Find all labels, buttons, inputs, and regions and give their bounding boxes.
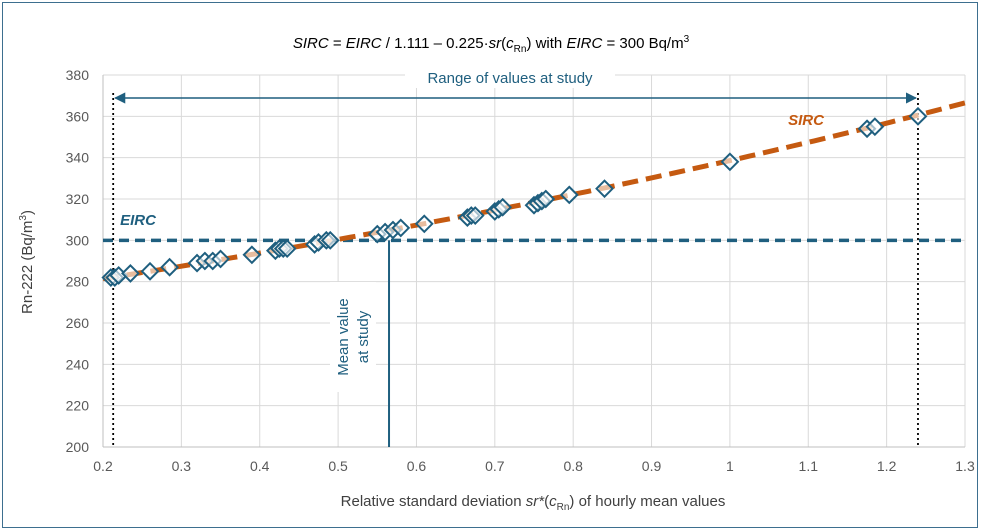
data-point-diamond [536,189,556,209]
xlabel-part-d: c [549,493,557,510]
y-axis-title: Rn-222 (Bq/m3) [18,210,36,314]
reference-lines [103,92,965,447]
title-eirc-2: EIRC [566,35,602,52]
xlabel-part-b: sr* [526,493,545,510]
mean-label-line1: Mean value [335,298,352,376]
mean-label-group: Mean value at study [330,282,376,392]
title-sirc: SIRC [293,35,329,52]
data-point-diamond [493,197,513,217]
data-point-diamond [414,214,434,234]
title-unit: = 300 Bq/m [602,35,683,52]
mean-label-background [330,282,376,392]
x-tick-label: 1 [726,458,734,474]
data-point-diamond [242,245,262,265]
data-point-diamond [595,179,614,199]
x-tick-label: 0.3 [172,458,192,474]
mean-label-line2: at study [355,310,372,363]
x-tick-label: 1.2 [877,458,897,474]
data-point-diamond [160,257,180,277]
chart-title: SIRC = EIRC / 1.111 – 0.225·sr(cRn) with… [293,34,690,55]
y-tick-label: 220 [66,398,90,414]
axes [102,75,965,448]
y-tick-label: 300 [66,232,90,248]
data-point-diamond [865,117,885,137]
xlabel-part-f: ) of hourly mean values [569,493,725,510]
grid-lines [102,74,966,448]
data-point-diamond [277,239,297,259]
eirc-label: EIRC [120,212,157,229]
x-tick-label: 0.9 [642,458,662,474]
ylabel-part-b: 3 [18,215,29,221]
title-paren-open: ( [501,35,506,52]
x-tick-label: 0.7 [485,458,505,474]
x-axis-title: Relative standard deviation sr*(cRn) of … [341,493,726,513]
title-eq: = [329,35,346,52]
data-point-diamond [559,185,579,205]
x-tick-label: 1.3 [955,458,975,474]
x-tick-label: 0.4 [250,458,270,474]
x-tick-label: 1.1 [799,458,819,474]
sirc-curve-group [102,100,966,282]
y-tick-label: 380 [66,67,90,83]
sirc-curve [102,100,966,282]
title-unit-sup: 3 [684,34,690,45]
range-label-group: Range of values at study [405,68,615,88]
data-point-diamond [140,261,160,281]
title-with: ) with [526,35,566,52]
ylabel-part-a: Rn-222 (Bq/m [19,221,36,314]
title-sr: sr [489,35,503,52]
y-tick-label: 200 [66,439,90,455]
data-point-diamond [391,218,411,238]
sirc-label: SIRC [788,112,825,129]
data-point-diamond [908,106,928,126]
y-tick-label: 280 [66,274,90,290]
y-tick-label: 360 [66,108,90,124]
x-tick-label: 0.8 [563,458,583,474]
tick-labels: 0.2 0.3 0.4 0.5 0.6 0.7 0.8 0.9 1 1.1 1.2 1.3 200 220… [66,67,975,474]
xlabel-part-c: ( [544,493,549,510]
x-tick-label: 0.5 [328,458,348,474]
xlabel-part-e: Rn [557,502,570,513]
ylabel-part-c: ) [19,210,36,215]
xlabel-part-a: Relative standard deviation [341,493,526,510]
data-point-diamond [465,206,485,225]
x-tick-label: 0.6 [407,458,427,474]
data-point-diamond [121,263,140,283]
title-c: c [506,35,514,52]
y-tick-label: 260 [66,315,90,331]
y-tick-label: 340 [66,150,90,166]
x-tick-label: 0.2 [93,458,113,474]
data-points [101,106,928,287]
data-point-diamond [211,249,230,269]
data-point-diamond [720,152,740,172]
range-label: Range of values at study [427,70,593,87]
y-tick-label: 240 [66,356,90,372]
y-tick-label: 320 [66,191,90,207]
data-point-diamond [320,230,340,250]
title-formula: / 1.111 – 0.225· [382,35,489,52]
title-eirc: EIRC [346,35,382,52]
title-rn-sub: Rn [514,44,527,55]
range-label-background [405,68,615,88]
